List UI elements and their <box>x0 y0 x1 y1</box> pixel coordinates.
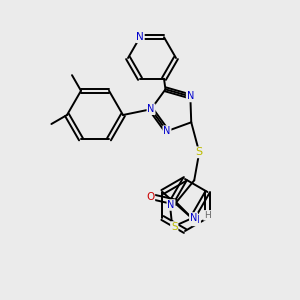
Text: O: O <box>146 192 154 202</box>
Text: N: N <box>136 32 144 42</box>
Text: N: N <box>190 213 197 223</box>
Text: N: N <box>187 92 194 101</box>
Text: S: S <box>196 147 203 157</box>
Text: N: N <box>147 104 155 114</box>
Text: N: N <box>163 126 171 136</box>
Text: N: N <box>167 200 175 210</box>
Text: H: H <box>204 211 211 220</box>
Text: S: S <box>171 222 178 232</box>
Text: N: N <box>192 215 200 225</box>
